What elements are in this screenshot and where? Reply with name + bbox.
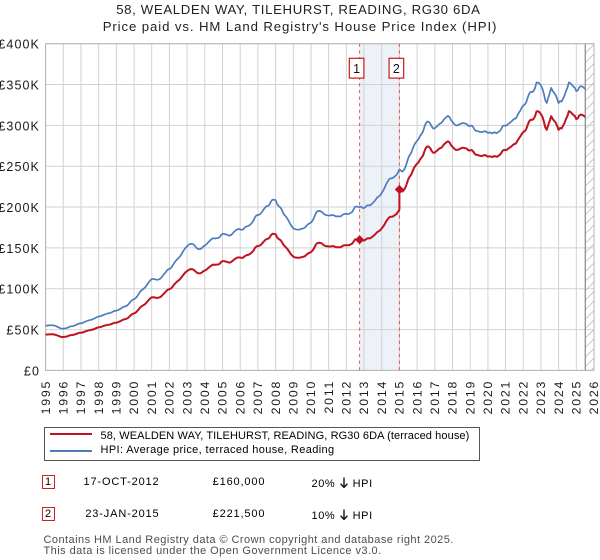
svg-text:2007: 2007 (251, 380, 265, 415)
svg-text:Price paid vs. HM Land Registr: Price paid vs. HM Land Registry's House … (103, 19, 498, 34)
svg-text:2014: 2014 (375, 380, 389, 415)
svg-text:2: 2 (393, 62, 400, 76)
svg-text:£200K: £200K (0, 201, 40, 215)
svg-text:2024: 2024 (552, 380, 566, 415)
svg-text:£400K: £400K (0, 38, 40, 52)
svg-text:2023: 2023 (534, 380, 548, 415)
svg-text:1999: 1999 (110, 380, 124, 415)
svg-text:2000: 2000 (127, 380, 141, 415)
svg-text:2012: 2012 (340, 380, 354, 415)
svg-text:2008: 2008 (269, 380, 283, 415)
svg-text:2009: 2009 (287, 380, 301, 415)
svg-text:2017: 2017 (428, 380, 442, 415)
svg-text:58, WEALDEN WAY, TILEHURST, RE: 58, WEALDEN WAY, TILEHURST, READING, RG3… (116, 2, 480, 17)
svg-text:£300K: £300K (0, 119, 40, 133)
svg-text:£250K: £250K (0, 160, 40, 174)
svg-text:2021: 2021 (499, 380, 513, 415)
svg-text:£0: £0 (24, 364, 40, 378)
svg-text:2002: 2002 (163, 380, 177, 415)
svg-text:2025: 2025 (570, 380, 584, 415)
svg-text:1997: 1997 (74, 380, 88, 415)
svg-text:£100K: £100K (0, 283, 40, 297)
svg-text:2013: 2013 (357, 380, 371, 415)
svg-text:2003: 2003 (180, 380, 194, 415)
svg-text:1995: 1995 (39, 380, 53, 415)
svg-text:1996: 1996 (57, 380, 71, 415)
svg-text:2018: 2018 (446, 380, 460, 415)
svg-text:2006: 2006 (233, 380, 247, 415)
svg-text:1: 1 (353, 62, 360, 76)
svg-text:£150K: £150K (0, 242, 40, 256)
svg-text:2001: 2001 (145, 380, 159, 415)
svg-text:£50K: £50K (6, 324, 40, 338)
svg-text:2026: 2026 (587, 380, 600, 415)
svg-text:2022: 2022 (516, 380, 530, 415)
svg-text:2015: 2015 (393, 380, 407, 415)
svg-text:2005: 2005 (216, 380, 230, 415)
svg-text:2010: 2010 (304, 380, 318, 415)
svg-text:2020: 2020 (481, 380, 495, 415)
svg-text:2019: 2019 (463, 380, 477, 415)
svg-text:£350K: £350K (0, 79, 40, 93)
svg-text:2016: 2016 (410, 380, 424, 415)
svg-text:2011: 2011 (322, 380, 336, 414)
svg-text:2004: 2004 (198, 380, 212, 415)
svg-text:1998: 1998 (92, 380, 106, 415)
